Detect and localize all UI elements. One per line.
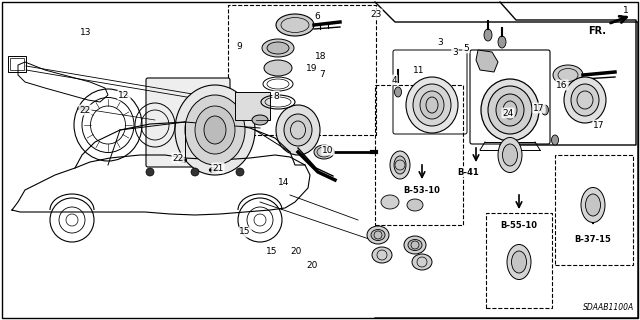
Ellipse shape xyxy=(195,106,235,154)
Text: 16: 16 xyxy=(556,81,568,90)
Ellipse shape xyxy=(586,194,600,216)
Text: 15: 15 xyxy=(239,228,251,236)
Ellipse shape xyxy=(394,87,401,97)
Ellipse shape xyxy=(552,135,559,145)
Text: 7: 7 xyxy=(319,69,325,78)
Text: 12: 12 xyxy=(118,91,130,100)
Text: 10: 10 xyxy=(323,146,333,155)
Text: FR.: FR. xyxy=(588,26,606,36)
Ellipse shape xyxy=(484,29,492,41)
Text: 22: 22 xyxy=(172,154,184,163)
Text: 21: 21 xyxy=(212,164,224,172)
Bar xyxy=(375,85,463,225)
FancyBboxPatch shape xyxy=(146,78,230,167)
Circle shape xyxy=(236,168,244,176)
Text: 5: 5 xyxy=(463,44,469,52)
Ellipse shape xyxy=(404,236,426,254)
Ellipse shape xyxy=(276,14,314,36)
Ellipse shape xyxy=(372,247,392,263)
Ellipse shape xyxy=(175,85,255,175)
Text: 9: 9 xyxy=(236,42,242,51)
Text: 17: 17 xyxy=(533,103,545,113)
Ellipse shape xyxy=(481,79,539,141)
Ellipse shape xyxy=(502,144,518,166)
Ellipse shape xyxy=(267,42,289,54)
Ellipse shape xyxy=(367,226,389,244)
Ellipse shape xyxy=(209,167,216,172)
Ellipse shape xyxy=(406,77,458,133)
Ellipse shape xyxy=(204,116,226,144)
Ellipse shape xyxy=(408,239,422,251)
Text: 8: 8 xyxy=(273,92,279,100)
Ellipse shape xyxy=(541,105,548,115)
Text: 23: 23 xyxy=(371,10,381,19)
Text: 20: 20 xyxy=(291,247,301,257)
Ellipse shape xyxy=(314,145,334,159)
Ellipse shape xyxy=(553,65,583,85)
Ellipse shape xyxy=(488,86,532,134)
Ellipse shape xyxy=(252,115,268,125)
Text: 17: 17 xyxy=(593,121,605,130)
Ellipse shape xyxy=(507,244,531,279)
Text: 11: 11 xyxy=(413,66,425,75)
Text: 24: 24 xyxy=(502,108,514,117)
Text: 6: 6 xyxy=(314,12,320,20)
Ellipse shape xyxy=(264,60,292,76)
Ellipse shape xyxy=(498,138,522,172)
Ellipse shape xyxy=(381,195,399,209)
Text: 20: 20 xyxy=(307,260,317,269)
Ellipse shape xyxy=(185,95,245,165)
Polygon shape xyxy=(476,50,498,72)
Circle shape xyxy=(146,168,154,176)
Text: 15: 15 xyxy=(266,247,278,257)
Text: B-55-10: B-55-10 xyxy=(500,220,538,229)
Text: 13: 13 xyxy=(80,28,92,36)
Text: 3: 3 xyxy=(452,47,458,57)
Ellipse shape xyxy=(496,94,524,126)
Text: B-53-10: B-53-10 xyxy=(404,186,440,195)
Text: 14: 14 xyxy=(278,178,290,187)
Text: 4: 4 xyxy=(391,76,397,84)
Ellipse shape xyxy=(371,229,385,241)
Ellipse shape xyxy=(390,151,410,179)
Bar xyxy=(228,5,376,135)
Text: 3: 3 xyxy=(437,37,443,46)
Ellipse shape xyxy=(498,36,506,48)
Ellipse shape xyxy=(511,251,527,273)
Ellipse shape xyxy=(564,77,606,123)
Text: B-41: B-41 xyxy=(457,167,479,177)
Ellipse shape xyxy=(394,156,406,174)
Ellipse shape xyxy=(420,91,444,119)
Bar xyxy=(8,56,26,72)
Text: 19: 19 xyxy=(307,63,317,73)
Text: B-37-15: B-37-15 xyxy=(575,236,611,244)
Ellipse shape xyxy=(571,84,599,116)
Ellipse shape xyxy=(581,188,605,222)
Circle shape xyxy=(191,168,199,176)
Ellipse shape xyxy=(413,84,451,126)
Ellipse shape xyxy=(407,199,423,211)
Text: SDAAB1100A: SDAAB1100A xyxy=(583,303,634,312)
Bar xyxy=(235,92,270,120)
Ellipse shape xyxy=(179,157,186,163)
Bar xyxy=(486,213,552,308)
Bar xyxy=(10,58,24,70)
Ellipse shape xyxy=(276,105,320,155)
Ellipse shape xyxy=(78,106,86,110)
Ellipse shape xyxy=(284,114,312,146)
Ellipse shape xyxy=(262,39,294,57)
Text: 22: 22 xyxy=(79,106,91,115)
Text: 18: 18 xyxy=(316,52,327,60)
Bar xyxy=(555,155,633,265)
Text: 1: 1 xyxy=(623,5,629,14)
Ellipse shape xyxy=(412,254,432,270)
